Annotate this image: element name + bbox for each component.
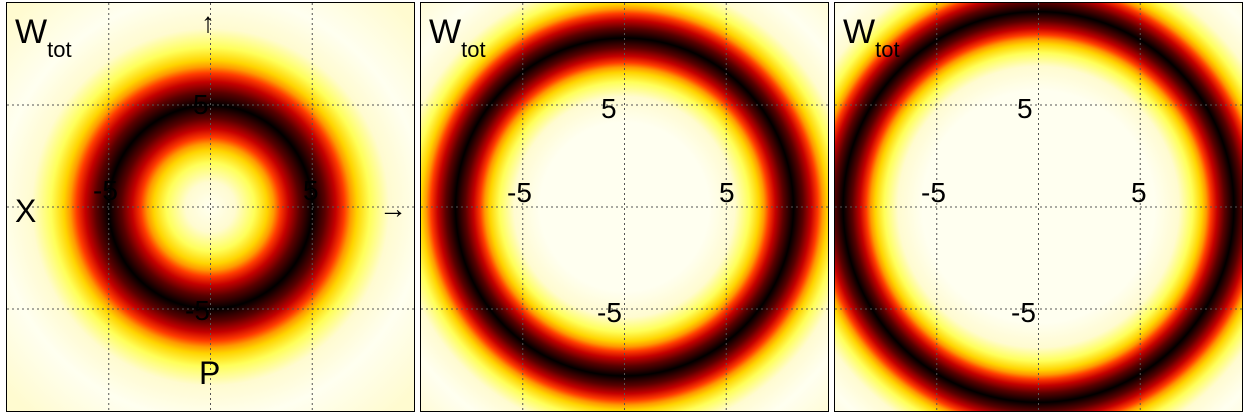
heatmap-panel-1: Wtot 5 -5 5 -5 X P ↑ → bbox=[6, 2, 415, 412]
y-tick-label: 5 bbox=[1017, 93, 1033, 124]
x-tick-label: -5 bbox=[921, 177, 946, 208]
panel-title: Wtot bbox=[15, 13, 72, 62]
y-tick-label: -5 bbox=[1011, 297, 1036, 328]
x-tick-label: 5 bbox=[1131, 177, 1147, 208]
heatmap-panel-3: Wtot 5 -5 5 -5 bbox=[834, 2, 1243, 412]
panel-title: Wtot bbox=[843, 13, 900, 62]
x-tick-label: 5 bbox=[303, 175, 319, 206]
heatmap-panel-2: Wtot 5 -5 5 -5 bbox=[420, 2, 829, 412]
heatmap-plot-2 bbox=[421, 3, 828, 411]
x-tick-label: 5 bbox=[719, 177, 735, 208]
y-axis-arrow: ↑ bbox=[201, 7, 215, 38]
x-axis-label: X bbox=[15, 193, 37, 229]
heatmap-plot-3 bbox=[835, 3, 1242, 411]
x-tick-label: -5 bbox=[93, 175, 118, 206]
panel-title: Wtot bbox=[429, 13, 486, 62]
y-tick-label: -5 bbox=[597, 297, 622, 328]
y-tick-label: 5 bbox=[601, 93, 617, 124]
y-axis-label: P bbox=[199, 355, 221, 391]
y-tick-label: 5 bbox=[193, 89, 209, 120]
x-tick-label: -5 bbox=[507, 177, 532, 208]
y-tick-label: -5 bbox=[185, 295, 210, 326]
heatmap-plot-1 bbox=[7, 3, 414, 411]
x-axis-arrow: → bbox=[379, 193, 407, 224]
